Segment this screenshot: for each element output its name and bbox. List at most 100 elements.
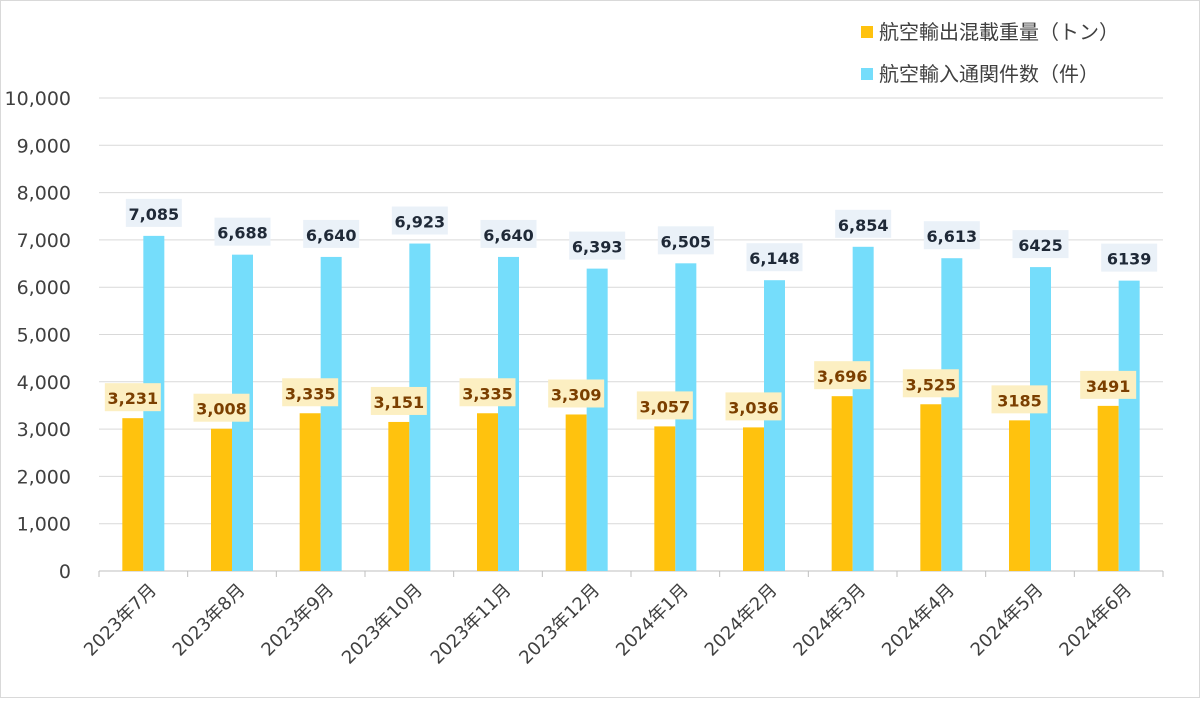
y-tick-label: 7,000 [17, 230, 71, 252]
gridlines [99, 97, 1163, 525]
data-label-import-count: 6,854 [838, 216, 889, 235]
bar-import-count [586, 268, 608, 571]
x-axis: 2023年7月 2023年8月 2023年9月 2023年10月 2023年11月 202… [80, 570, 1164, 669]
data-label-import-count: 6,923 [395, 213, 446, 232]
data-label-box [548, 379, 605, 408]
x-tick-label: 2024年2月 [701, 580, 782, 661]
data-label-box [193, 393, 250, 422]
data-label-box [923, 221, 980, 250]
data-label-box [214, 217, 271, 246]
data-label-box [902, 369, 959, 398]
bar-import-count [498, 256, 519, 571]
bar-import-count [764, 280, 785, 571]
data-label-box [125, 198, 182, 227]
data-label-box [370, 386, 427, 415]
data-label-export-weight: 3491 [1086, 377, 1131, 396]
x-tick-label: 2023年9月 [257, 580, 338, 661]
bar-export-weight [388, 421, 410, 571]
data-label-import-count: 6425 [1018, 236, 1063, 255]
x-tick-label: 2023年10月 [338, 580, 427, 669]
bar-export-weight [299, 413, 321, 571]
bar-import-count [1118, 280, 1140, 571]
data-label-export-weight: 3,151 [374, 393, 425, 412]
bar-export-weight [1009, 420, 1030, 571]
y-axis: 0 1,000 2,000 3,000 4,000 5,000 6,000 7,000 8,00… [5, 88, 71, 583]
x-tick-label: 2023年8月 [169, 580, 250, 661]
y-tick-label: 3,000 [17, 419, 71, 441]
data-label-box [569, 231, 626, 260]
data-label-box [657, 226, 714, 255]
data-label-box [814, 361, 871, 390]
bar-import-count [852, 246, 874, 572]
data-label-import-count: 6,613 [927, 227, 978, 246]
y-tick-label: 4,000 [17, 372, 71, 394]
x-tick-label: 2024年4月 [878, 580, 959, 661]
data-label-box [746, 243, 803, 272]
data-label-box [636, 391, 693, 420]
y-tick-label: 2,000 [17, 466, 71, 488]
y-tick-label: 5,000 [17, 325, 71, 347]
bar-export-weight [122, 418, 144, 571]
legend-label: 航空輸出混載重量（トン） [879, 20, 1119, 44]
x-tick-label: 2024年3月 [789, 580, 870, 661]
data-label-box [1101, 243, 1158, 272]
data-label-box [1080, 370, 1137, 399]
bar-export-weight [211, 428, 232, 571]
data-label-import-count: 6139 [1107, 250, 1152, 269]
x-tick-label: 2023年7月 [80, 580, 161, 661]
data-label-import-count: 6,148 [749, 249, 800, 268]
data-label-box [282, 378, 339, 407]
data-label-export-weight: 3,036 [728, 398, 779, 417]
data-label-export-weight: 3,335 [285, 384, 336, 403]
data-label-export-weight: 3,335 [462, 384, 513, 403]
y-tick-label: 6,000 [17, 277, 71, 299]
y-tick-label: 0 [59, 561, 71, 583]
data-label-box [725, 392, 782, 421]
data-label-box [459, 378, 516, 407]
data-label-export-weight: 3,309 [551, 385, 602, 404]
data-label-export-weight: 3,525 [906, 375, 957, 394]
data-label-import-count: 6,688 [217, 224, 268, 243]
y-tick-label: 10,000 [5, 88, 71, 110]
bar-export-weight [920, 404, 942, 571]
data-label-box [104, 383, 161, 412]
legend-swatch [861, 68, 873, 80]
data-label-export-weight: 3,231 [108, 389, 159, 408]
data-label-box [835, 209, 892, 238]
data-label-box [1012, 230, 1069, 259]
bar-import-count [320, 256, 342, 571]
bar-export-weight [831, 396, 853, 571]
bar-export-weight [743, 427, 764, 571]
data-label-box [391, 206, 448, 235]
bar-export-weight [654, 426, 676, 571]
legend-label: 航空輸入通関件数（件） [879, 62, 1099, 86]
x-tick-label: 2023年12月 [515, 580, 604, 669]
data-label-import-count: 6,640 [306, 226, 357, 245]
bar-import-count [1030, 267, 1051, 571]
x-tick-label: 2023年11月 [427, 580, 516, 669]
bar-export-weight [1097, 405, 1119, 571]
legend: 航空輸出混載重量（トン） 航空輸入通関件数（件） [861, 20, 1119, 86]
x-tick-label: 2024年6月 [1055, 580, 1136, 661]
data-label-box [303, 219, 360, 248]
legend-swatch [861, 26, 873, 38]
bars [122, 235, 1140, 572]
bar-import-count [941, 258, 963, 571]
data-label-box [480, 219, 537, 248]
data-label-import-count: 7,085 [129, 205, 180, 224]
data-label-import-count: 6,393 [572, 238, 623, 257]
y-tick-label: 1,000 [17, 514, 71, 536]
data-label-box [991, 385, 1048, 414]
y-tick-label: 9,000 [17, 135, 71, 157]
data-label-export-weight: 3,008 [196, 400, 247, 419]
data-label-import-count: 6,505 [661, 232, 712, 251]
x-tick-label: 2024年1月 [612, 580, 693, 661]
bar-export-weight [477, 413, 498, 571]
data-labels: 3,231 7,085 3,008 6,688 3,335 6,640 3,151 6,923… [104, 198, 1158, 422]
data-label-export-weight: 3185 [997, 391, 1042, 410]
data-label-export-weight: 3,057 [640, 397, 691, 416]
data-label-import-count: 6,640 [483, 226, 534, 245]
data-label-export-weight: 3,696 [817, 367, 868, 386]
